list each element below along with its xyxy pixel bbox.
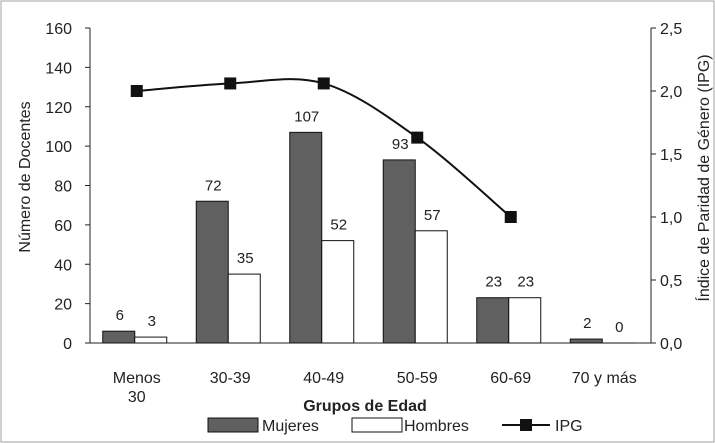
data-label-mujeres: 23 <box>485 274 502 291</box>
x-tick-label: Menos <box>113 370 161 387</box>
bar-mujeres <box>102 330 136 344</box>
y2-tick-label: 2,0 <box>660 84 682 101</box>
ipg-marker <box>317 77 330 90</box>
y2-tick-label: 1,0 <box>660 210 682 227</box>
data-label-hombres: 3 <box>148 313 156 330</box>
bars <box>102 131 635 344</box>
x-axis-title: Grupos de Edad <box>303 398 427 415</box>
x-tick-label: 30 <box>128 389 146 406</box>
axes: 0204060801001201401600,00,51,01,52,02,5M… <box>45 21 682 406</box>
data-label-hombres: 52 <box>330 217 347 234</box>
y2-tick-label: 0,5 <box>660 273 682 290</box>
bar-hombres <box>414 230 448 344</box>
bar-mujeres <box>289 131 323 344</box>
data-label-mujeres: 2 <box>583 315 591 332</box>
legend-swatch-hombres <box>351 417 403 433</box>
legend: Mujeres Hombres IPG <box>207 417 583 435</box>
bar-mujeres <box>476 297 510 344</box>
y-axis-title: Número de Docentes <box>17 101 34 252</box>
y-tick-label: 20 <box>54 297 72 314</box>
bar-hombres <box>227 273 261 344</box>
bar-hombres <box>321 240 355 344</box>
x-tick-label: 40-49 <box>303 370 344 387</box>
y2-tick-label: 1,5 <box>660 147 682 164</box>
x-tick-label: 60-69 <box>490 370 531 387</box>
bar-mujeres <box>195 200 229 344</box>
bar-mujeres <box>382 159 416 344</box>
x-tick-label: 50-59 <box>397 370 438 387</box>
data-label-mujeres: 107 <box>294 108 319 125</box>
legend-label-hombres: Hombres <box>404 418 469 435</box>
data-label-hombres: 57 <box>424 207 441 224</box>
bar-hombres <box>508 297 542 344</box>
y-tick-label: 100 <box>45 139 72 156</box>
x-tick-label: 30-39 <box>210 370 251 387</box>
y-tick-label: 40 <box>54 257 72 274</box>
bar-mujeres <box>569 338 603 344</box>
data-label-mujeres: 93 <box>392 136 409 153</box>
data-label-hombres: 0 <box>615 319 623 336</box>
ipg-marker <box>130 85 143 97</box>
y-tick-label: 60 <box>54 218 72 235</box>
y2-axis-title: Índice de Paridad de Género (IPG) <box>694 54 713 301</box>
ipg-marker <box>504 211 517 223</box>
data-label-mujeres: 72 <box>205 177 222 194</box>
bar-hombres <box>134 336 168 344</box>
data-label-hombres: 35 <box>237 250 254 267</box>
ipg-marker <box>411 131 424 144</box>
data-label-mujeres: 6 <box>116 307 124 324</box>
y-tick-label: 80 <box>54 179 72 196</box>
y2-tick-label: 0,0 <box>660 336 682 353</box>
y2-tick-label: 2,5 <box>660 21 682 38</box>
ipg-marker <box>224 77 237 90</box>
legend-label-mujeres: Mujeres <box>262 418 319 435</box>
x-tick-label: 70 y más <box>572 370 637 387</box>
legend-label-ipg: IPG <box>555 418 583 435</box>
legend-swatch-mujeres <box>207 417 259 433</box>
y-tick-label: 0 <box>63 336 72 353</box>
y-tick-label: 140 <box>45 60 72 77</box>
y-tick-label: 120 <box>45 100 72 117</box>
legend-marker-ipg <box>520 419 532 431</box>
y-tick-label: 160 <box>45 21 72 38</box>
data-label-hombres: 23 <box>517 274 534 291</box>
ipg-line <box>130 77 517 223</box>
